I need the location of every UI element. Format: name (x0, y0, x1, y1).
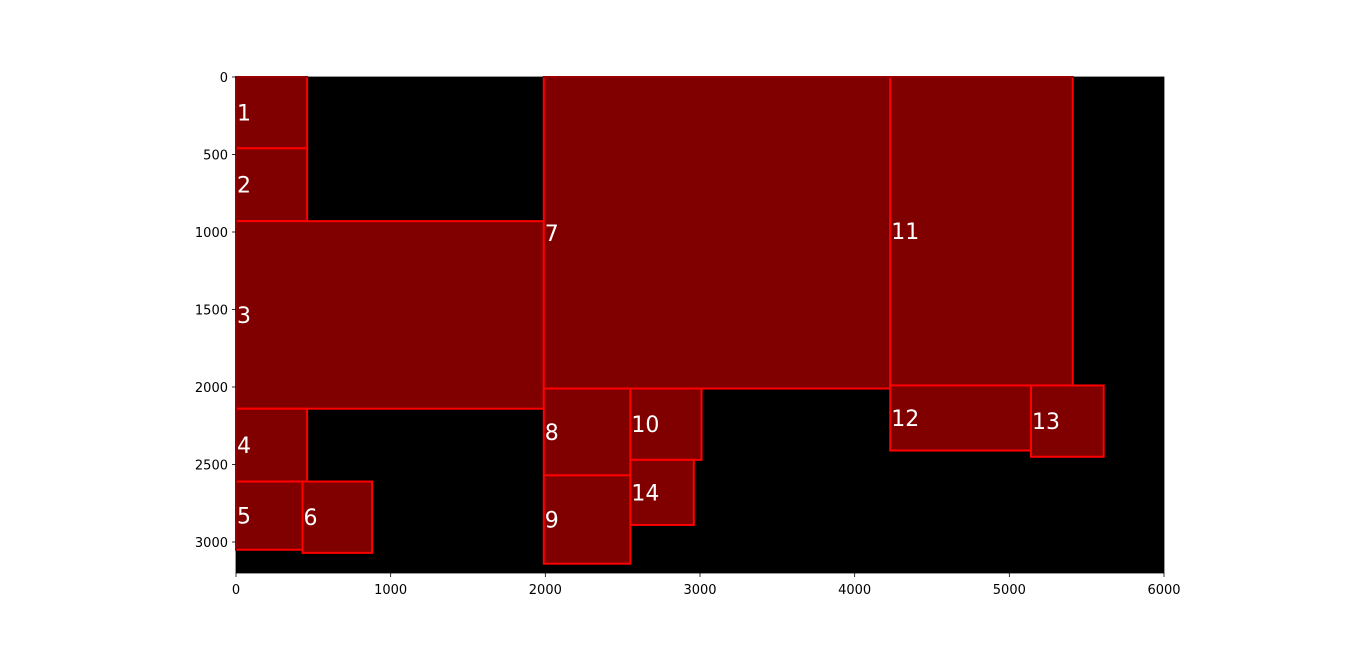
x-tick-label: 2000 (529, 583, 562, 598)
rectangle-label-4: 4 (237, 434, 251, 459)
rectangle-9 (542, 474, 632, 565)
rectangle-6 (301, 480, 374, 554)
y-tick-label: 1500 (195, 304, 228, 319)
rectangle-label-11: 11 (891, 220, 919, 245)
rectangle-10 (629, 387, 703, 461)
rectangle-label-13: 13 (1032, 410, 1060, 435)
rectangle-label-9: 9 (545, 509, 559, 534)
x-tick-label: 1000 (374, 583, 407, 598)
y-tick-label: 500 (203, 149, 228, 164)
x-tick-label: 6000 (1147, 583, 1180, 598)
y-tick-label: 2500 (195, 459, 228, 474)
rectangle-14 (629, 458, 695, 526)
rectangle-label-1: 1 (237, 102, 251, 127)
rectangle-2 (235, 147, 309, 223)
rectangles-layer (235, 76, 1105, 565)
x-tick-label: 4000 (838, 583, 871, 598)
rectangle-label-7: 7 (545, 222, 559, 247)
x-tick-label: 0 (232, 583, 240, 598)
rectangle-1 (235, 76, 309, 150)
x-tick-label: 5000 (993, 583, 1026, 598)
y-axis: 0 500 1000 1500 2000 2500 3000 (195, 71, 236, 551)
y-tick-label: 1000 (195, 226, 228, 241)
rectangle-5 (235, 480, 304, 551)
rectangle-3 (235, 220, 545, 410)
rectangle-label-2: 2 (237, 174, 251, 199)
x-axis: 0 1000 2000 3000 4000 5000 6000 (232, 573, 1181, 598)
x-tick-label: 3000 (683, 583, 716, 598)
y-tick-label: 0 (220, 71, 228, 86)
y-tick-label: 2000 (195, 381, 228, 396)
rectangle-8 (542, 387, 632, 477)
rectangle-label-14: 14 (631, 481, 659, 506)
rectangle-label-6: 6 (304, 506, 318, 531)
rectangle-label-3: 3 (237, 304, 251, 329)
rectangle-label-10: 10 (631, 413, 659, 438)
rectangle-label-5: 5 (237, 505, 251, 530)
rectangle-label-8: 8 (545, 421, 559, 446)
rectangle-13 (1029, 384, 1105, 458)
rectangle-12 (889, 384, 1032, 452)
rectangle-label-12: 12 (891, 407, 919, 432)
rectangle-7 (542, 76, 892, 390)
y-tick-label: 3000 (195, 536, 228, 551)
